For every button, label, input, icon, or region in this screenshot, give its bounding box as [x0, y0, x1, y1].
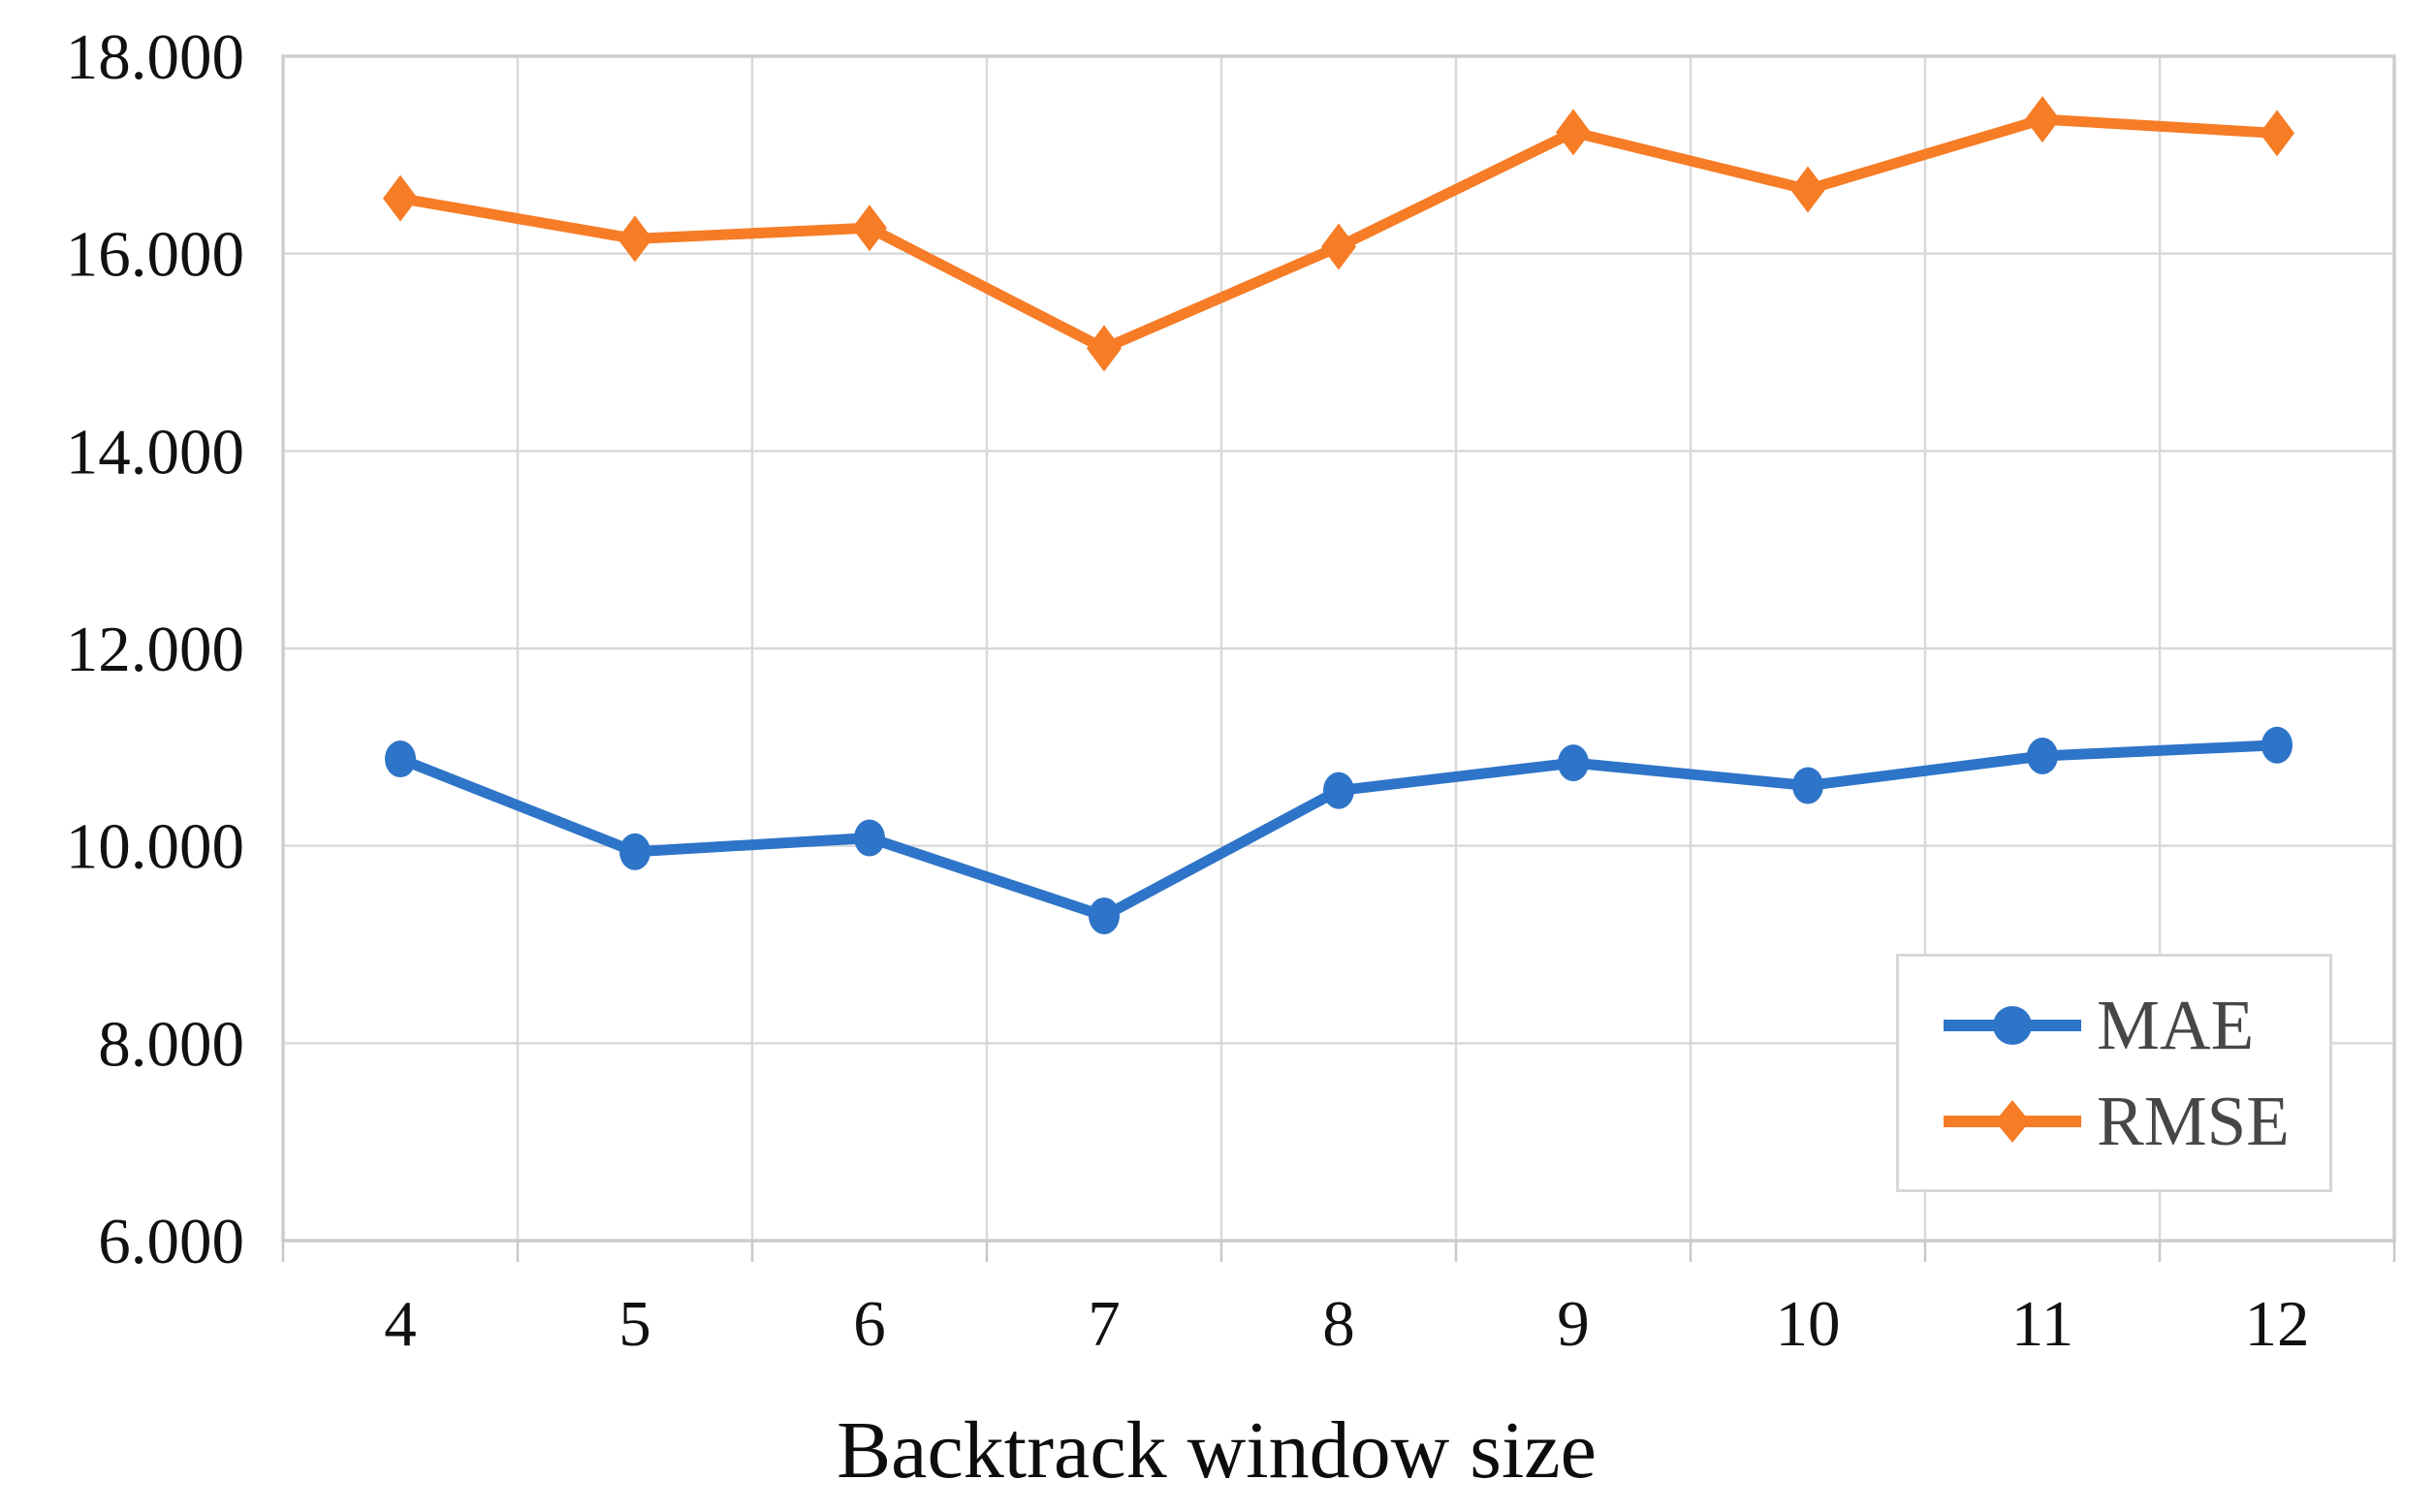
circle-marker: [1792, 767, 1823, 804]
legend-label-mae: MAE: [2097, 986, 2255, 1064]
x-tick-label: 8: [1322, 1288, 1355, 1360]
y-tick-label: 8.000: [98, 1008, 244, 1080]
legend-label-rmse: RMSE: [2097, 1082, 2290, 1160]
diamond-marker: [1556, 109, 1591, 156]
x-tick-label: 11: [2011, 1288, 2074, 1360]
series-rmse: [383, 96, 2294, 372]
rmse-line-marker-swatch: [1944, 1099, 2081, 1143]
x-tick-label: 12: [2245, 1288, 2310, 1360]
y-tick-label: 12.000: [66, 614, 244, 685]
diamond-marker: [1087, 325, 1122, 372]
x-tick-label: 7: [1088, 1288, 1121, 1360]
y-tick-label: 10.000: [66, 811, 244, 883]
x-axis-ticks: [281, 1241, 2396, 1262]
legend: MAE RMSE: [1896, 954, 2332, 1192]
y-tick-label: 18.000: [66, 21, 244, 93]
diamond-marker: [1321, 223, 1356, 270]
y-tick-label: 14.000: [66, 416, 244, 488]
diamond-marker: [2260, 110, 2294, 157]
x-axis-title: Backtrack window size: [837, 1405, 1597, 1496]
series-mae-markers: [385, 726, 2293, 934]
y-tick-label: 16.000: [66, 219, 244, 291]
y-tick-label: 6.000: [98, 1206, 244, 1277]
circle-marker: [1323, 772, 1354, 809]
series-rmse-markers: [383, 96, 2294, 372]
plot-border: [281, 54, 2396, 1243]
x-axis-tick-labels: 4 5 6 7 8 9 10 11 12: [384, 1288, 2309, 1360]
diamond-marker: [383, 174, 418, 222]
y-axis-tick-labels: 6.000 8.000 10.000 12.000 14.000 16.000 18.000: [66, 21, 244, 1277]
circle-marker: [854, 819, 885, 857]
circle-marker: [619, 833, 650, 870]
circle-marker: [1558, 744, 1589, 782]
circle-marker: [2262, 726, 2293, 764]
circle-marker: [2027, 737, 2058, 774]
diamond-marker: [852, 205, 887, 252]
x-tick-label: 6: [853, 1288, 886, 1360]
mae-line-marker-swatch: [1944, 1005, 2081, 1045]
x-tick-label: 4: [384, 1288, 417, 1360]
circle-marker: [385, 740, 416, 778]
circle-marker: [1089, 897, 1120, 934]
series-mae-line: [395, 740, 2283, 922]
legend-item-mae: MAE: [1940, 990, 2329, 1060]
series-mae: [385, 726, 2293, 934]
legend-item-rmse: RMSE: [1940, 1086, 2329, 1156]
diamond-marker: [2025, 96, 2060, 143]
diamond-marker: [617, 215, 652, 263]
x-tick-label: 5: [618, 1288, 651, 1360]
diamond-marker: [1790, 166, 1825, 213]
x-tick-label: 10: [1776, 1288, 1841, 1360]
x-tick-label: 9: [1557, 1288, 1590, 1360]
